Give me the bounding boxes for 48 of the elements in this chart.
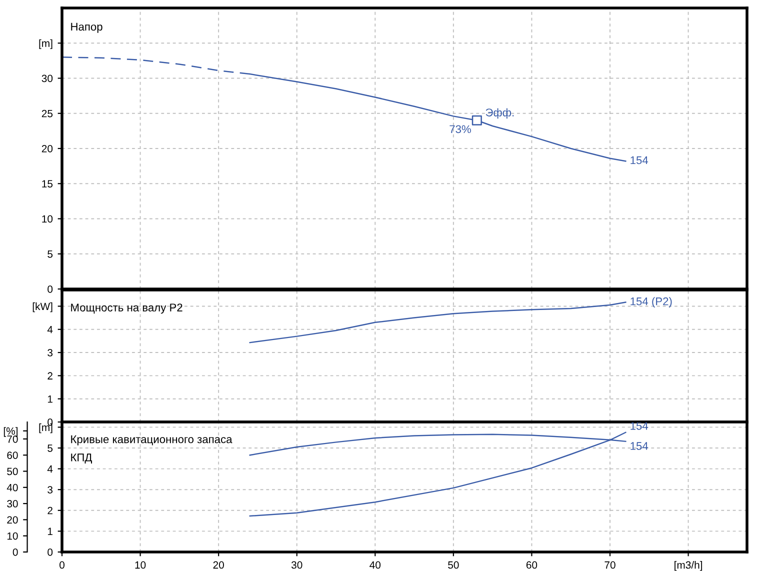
x-tick-label: 40 (370, 561, 381, 569)
y2-tick-label: 50 (7, 468, 18, 476)
y2-tick-label: 30 (7, 500, 18, 508)
y-tick-label: 4 (47, 465, 53, 473)
y2-tick-label: 40 (6, 484, 18, 492)
y-tick-label: 1 (48, 528, 52, 535)
y-tick-label: [kW] (32, 302, 52, 312)
y-tick-label: 3 (48, 349, 53, 356)
x-tick-label: 60 (526, 561, 538, 569)
y-tick-label: 0 (48, 548, 53, 556)
y-tick-label: [m] (39, 39, 52, 50)
x-tick-label: 30 (291, 561, 302, 569)
y-tick-label: 10 (42, 215, 53, 223)
line-series (249, 432, 626, 517)
annotation: 73% (450, 125, 471, 134)
y2-tick-label: 0 (12, 548, 18, 556)
y-tick-label: 5 (48, 250, 53, 258)
y-tick-label: 2 (48, 372, 52, 380)
x-tick-label: [m3/h] (674, 561, 702, 571)
y-tick-label: 1 (48, 395, 52, 403)
y2-tick-label: 20 (7, 516, 18, 524)
x-tick-label: 0 (60, 561, 64, 569)
y-tick-label: 25 (42, 110, 53, 118)
y-tick-label: 20 (42, 145, 53, 152)
y-tick-label: 3 (48, 486, 53, 494)
y2-tick-label: 70 (7, 435, 18, 443)
text: Напор (71, 22, 102, 33)
text: Кривые кавитационного запаса (71, 435, 232, 446)
x-tick-label: 50 (448, 561, 459, 569)
y-tick-label: 4 (47, 326, 53, 334)
y2-tick-label: 60 (7, 452, 18, 459)
y-tick-label: 5 (48, 444, 53, 452)
x-tick-label: 10 (135, 561, 146, 569)
x-tick-label: 70 (604, 561, 616, 569)
y2-tick-label: [%] (4, 427, 18, 437)
line-series (249, 302, 626, 344)
y2-tick-label: 10 (7, 532, 18, 540)
y-tick-label: 15 (42, 180, 53, 188)
y-tick-label: 30 (42, 74, 53, 82)
series-label: 154 (P2) (630, 297, 672, 308)
series-label: 154 (630, 442, 648, 450)
text: Мощность на валу P2 (71, 304, 182, 314)
x-tick-label: 20 (213, 561, 224, 569)
series-label: 154 (630, 156, 648, 164)
y-tick-label: 2 (48, 506, 52, 514)
annotation: Эфф. (486, 108, 514, 119)
text: КПД (71, 454, 92, 464)
y-tick-label: 0 (48, 286, 53, 293)
